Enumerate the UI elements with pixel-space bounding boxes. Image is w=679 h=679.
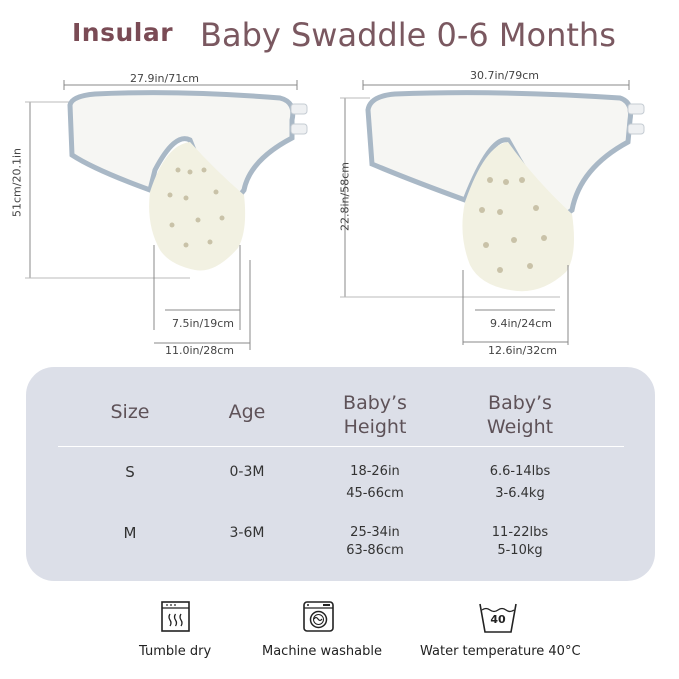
row-height-in: 25-34in (350, 525, 400, 540)
row-size: S (125, 463, 135, 481)
row-weight-lbs: 11-22lbs (491, 525, 549, 540)
row-height-cm: 63-86cm (346, 543, 404, 558)
water-temperature-value: 40 (490, 613, 506, 626)
large-bottom-width-label: 12.6in/32cm (488, 344, 557, 357)
large-inner-width-label: 9.4in/24cm (490, 317, 552, 330)
large-swaddle-diagram (340, 80, 645, 345)
row-size: M (123, 524, 137, 542)
tumble-dry-icon (161, 601, 190, 632)
header-weight: Baby’s Weight (475, 391, 565, 439)
row-height-cm: 45-66cm (346, 486, 404, 501)
small-height-label: 51cm/20.1in (10, 148, 24, 217)
header-height-line2: Height (343, 416, 407, 438)
table-row: S 0-3M 18-26in 45-66cm 6.6-14lbs 3-6.4kg (0, 460, 679, 510)
table-row: M 3-6M 25-34in 63-86cm 11-22lbs 5-10kg (0, 521, 679, 571)
small-bottom-width-label: 11.0in/28cm (165, 344, 234, 357)
row-height-in: 18-26in (350, 464, 400, 479)
brand-logo: Insular (72, 18, 174, 47)
header-height-line1: Baby’s (343, 392, 407, 414)
machine-wash-icon (303, 601, 334, 632)
row-weight-kg: 5-10kg (497, 543, 543, 558)
small-inner-width-label: 7.5in/19cm (172, 317, 234, 330)
large-height-label: 22.8in/58cm (338, 162, 352, 231)
header-size: Size (110, 401, 150, 423)
water-temperature-icon: 40 (478, 598, 518, 636)
care-label-machine-wash: Machine washable (262, 644, 382, 659)
page-title: Baby Swaddle 0-6 Months (200, 16, 616, 54)
large-swaddle-shape (365, 90, 645, 292)
header-age: Age (228, 401, 266, 423)
care-label-tumble-dry: Tumble dry (139, 644, 212, 659)
small-swaddle-diagram (25, 80, 308, 350)
row-age: 3-6M (229, 525, 265, 541)
row-weight-lbs: 6.6-14lbs (489, 464, 551, 479)
small-swaddle-shape (67, 90, 308, 271)
table-divider (58, 446, 624, 447)
header-height: Baby’s Height (330, 391, 420, 439)
care-label-water-temperature: Water temperature 40°C (420, 644, 581, 659)
large-width-label: 30.7in/79cm (470, 69, 539, 82)
small-width-label: 27.9in/71cm (130, 72, 199, 85)
size-chart-panel (26, 367, 655, 581)
row-age: 0-3M (229, 464, 265, 480)
header-weight-line2: Weight (486, 416, 554, 438)
header-weight-line1: Baby’s (488, 392, 552, 414)
row-weight-kg: 3-6.4kg (495, 486, 545, 501)
